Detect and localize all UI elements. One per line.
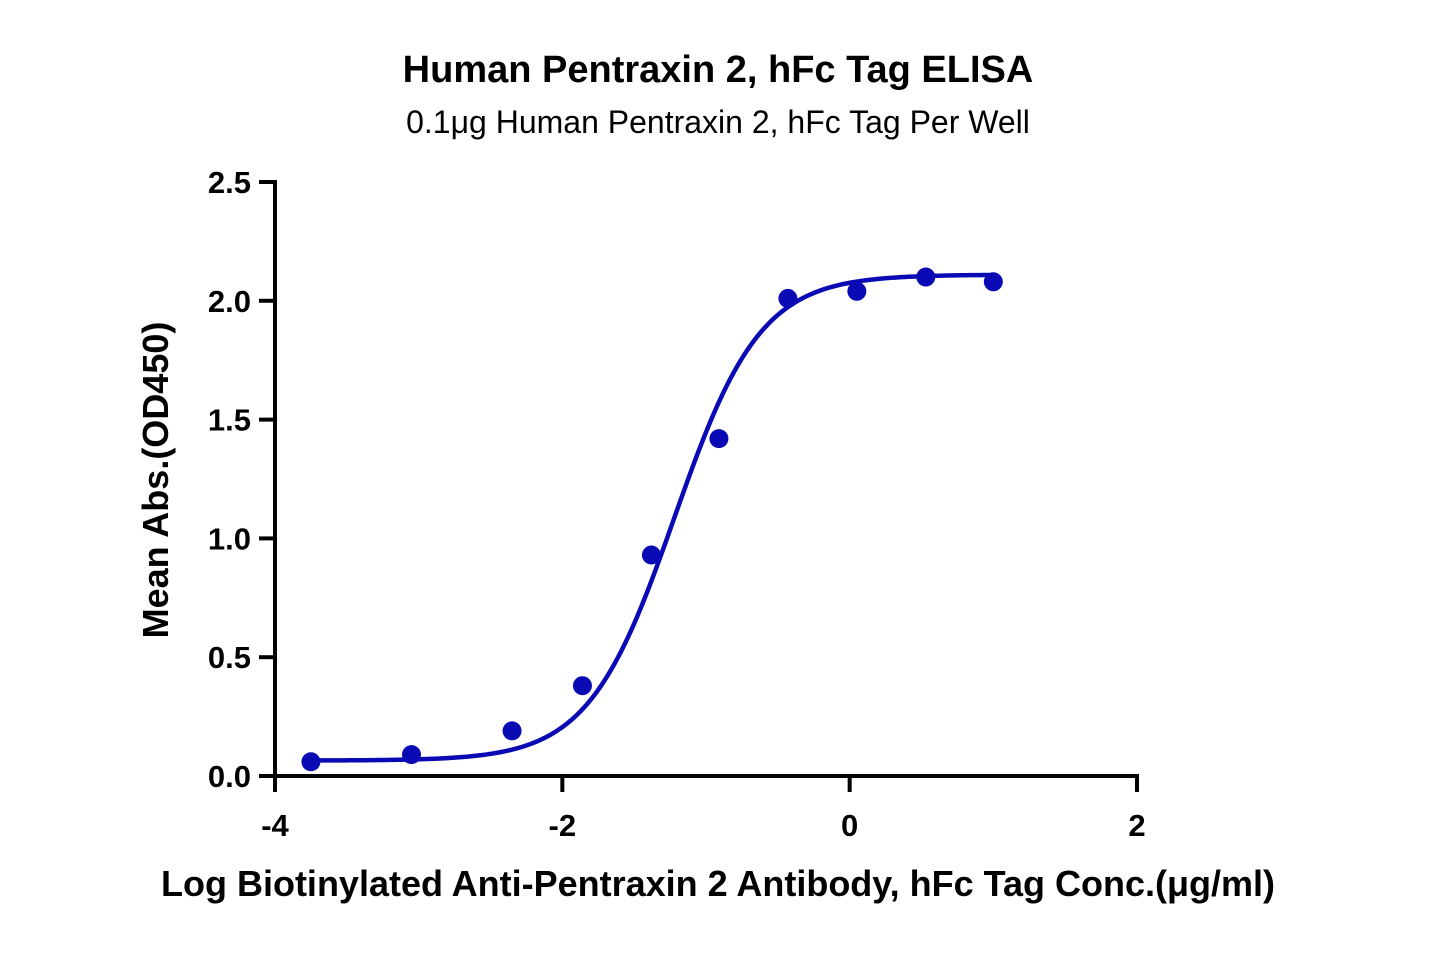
y-axis-label: Mean Abs.(OD450) — [135, 322, 176, 639]
y-axis: 0.0 0.5 1.0 1.5 2.0 2.5 — [208, 165, 277, 794]
y-tick-label: 0.0 — [208, 759, 251, 794]
y-tick-label: 1.0 — [208, 521, 251, 556]
chart-title: Human Pentraxin 2, hFc Tag ELISA — [403, 49, 1034, 91]
y-tick-label: 1.5 — [208, 403, 251, 438]
x-tick-label: -2 — [549, 808, 577, 843]
x-axis: -4 -2 0 2 — [259, 774, 1146, 843]
x-tick-label: 2 — [1128, 808, 1145, 843]
data-point — [778, 288, 798, 308]
x-tick-label: 0 — [841, 808, 858, 843]
data-point — [301, 752, 321, 772]
data-point — [641, 545, 661, 565]
y-tick-label: 2.5 — [208, 165, 251, 200]
data-points — [301, 267, 1003, 772]
data-point — [502, 721, 522, 741]
data-point — [916, 267, 936, 287]
y-tick-label: 2.0 — [208, 284, 251, 319]
data-point — [401, 745, 421, 765]
x-tick-label: -4 — [261, 808, 289, 843]
data-point — [847, 281, 867, 301]
fit-curve — [310, 272, 994, 763]
chart-subtitle: 0.1μg Human Pentraxin 2, hFc Tag Per Wel… — [406, 104, 1030, 140]
x-axis-label: Log Biotinylated Anti-Pentraxin 2 Antibo… — [161, 863, 1275, 904]
y-tick-label: 0.5 — [208, 640, 251, 675]
data-point — [709, 429, 729, 449]
data-point — [983, 272, 1003, 292]
data-point — [572, 676, 592, 696]
